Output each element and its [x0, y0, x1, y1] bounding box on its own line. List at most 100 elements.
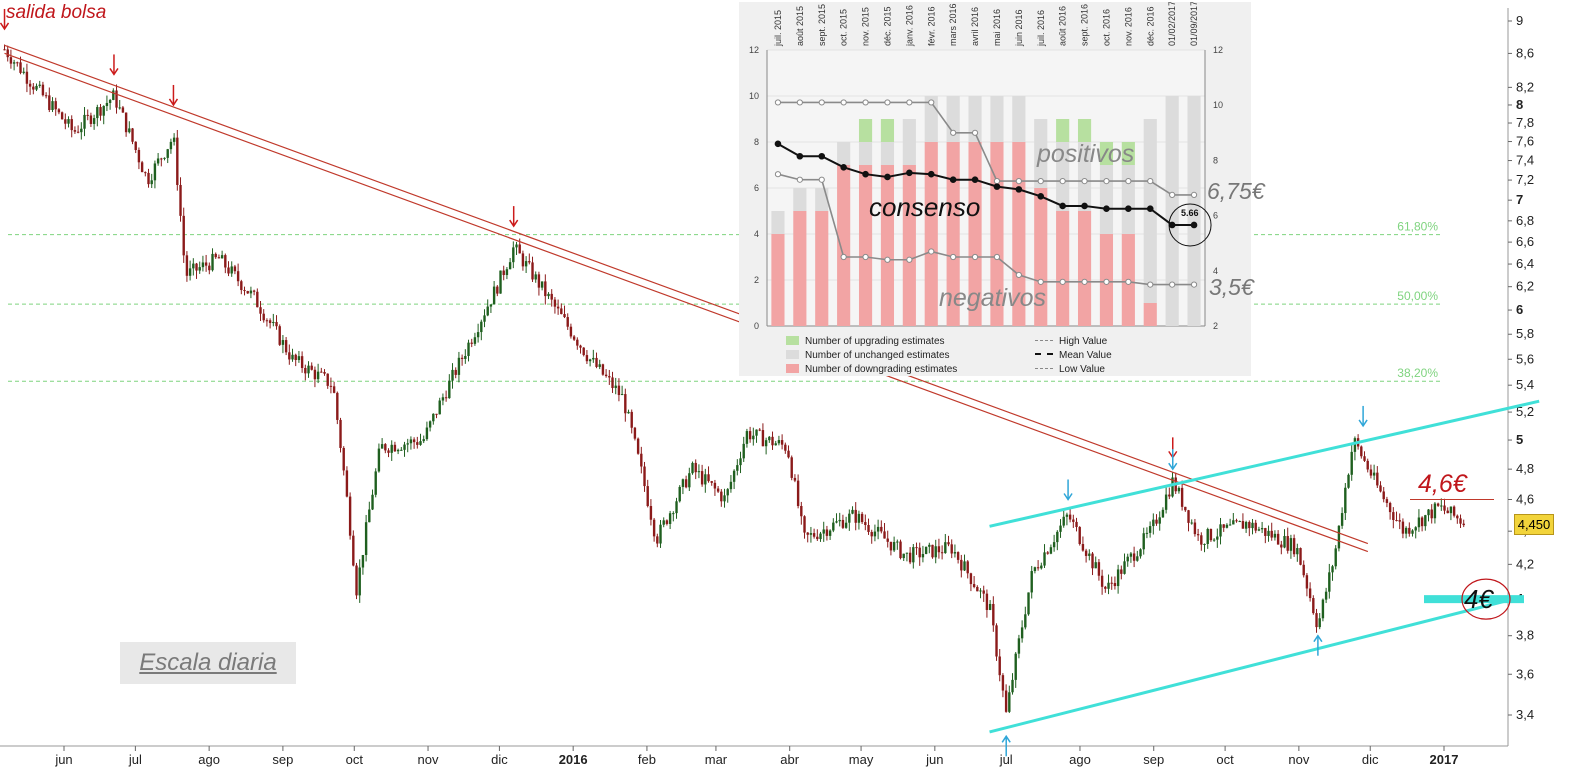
candle-body — [1024, 614, 1027, 628]
inset-category-label: mai 2016 — [992, 9, 1002, 46]
line-mean-point — [1103, 205, 1110, 212]
candle-body — [1187, 510, 1190, 523]
candle-body — [358, 567, 361, 596]
candle-body — [464, 355, 467, 359]
candle-body — [918, 547, 921, 558]
bar-downgrading — [1034, 188, 1048, 326]
candle-body — [153, 163, 157, 181]
candle-body — [1193, 522, 1197, 535]
inset-y-left-label: 10 — [749, 91, 759, 101]
candle-body — [96, 107, 99, 119]
candle-body — [876, 526, 880, 532]
candle-body — [188, 268, 192, 276]
line-high-point — [1125, 178, 1132, 185]
candle-body — [1084, 550, 1088, 556]
candle-body — [896, 541, 899, 543]
candle-body — [1382, 491, 1385, 500]
line-mean-point — [1059, 202, 1066, 210]
line-high-point — [796, 99, 803, 106]
candle-body — [38, 84, 41, 86]
candle-body — [960, 559, 963, 571]
bar-downgrading — [793, 211, 807, 326]
bar-unchanged — [837, 142, 851, 165]
legend-mean-marker — [1035, 353, 1053, 355]
candle-body — [812, 533, 816, 537]
candle-body — [560, 308, 563, 315]
bar-upgrading — [1099, 142, 1114, 165]
line-high-point — [884, 99, 891, 106]
candle-body — [1443, 505, 1446, 511]
line-high-point — [1147, 178, 1154, 185]
candle-body — [1065, 514, 1069, 517]
candle-body — [915, 547, 918, 549]
candle-body — [732, 470, 736, 482]
candle-body — [1344, 487, 1347, 514]
consenso-label: consenso — [869, 192, 981, 222]
candle-body — [1116, 569, 1120, 587]
candle-body — [492, 286, 496, 305]
line-low-point — [796, 176, 803, 183]
candle-body — [441, 397, 445, 401]
candle-body — [784, 444, 787, 451]
candle-body — [144, 172, 147, 174]
bar-upgrading — [1077, 119, 1092, 142]
candle-body — [1238, 521, 1241, 523]
candle-body — [198, 267, 201, 271]
arrow-red-head — [509, 219, 519, 228]
candle-body — [240, 281, 243, 291]
candle-body — [1008, 692, 1011, 712]
candle-body — [211, 253, 214, 271]
legend-upgrade: Number of upgrading estimates — [805, 336, 945, 347]
candle-body — [83, 114, 86, 129]
candle-body — [902, 553, 905, 559]
bar-downgrading — [880, 165, 895, 326]
candle-body — [937, 546, 941, 553]
candle-body — [1190, 522, 1193, 524]
candle-body — [1334, 548, 1337, 567]
candle-body — [476, 332, 480, 338]
fib-level-label: 38,20% — [1397, 366, 1438, 380]
candle-body — [921, 553, 925, 558]
candle-body — [115, 90, 118, 108]
candle-body — [1222, 524, 1225, 528]
candle-body — [70, 119, 73, 131]
candle-body — [214, 253, 217, 258]
candle-body — [486, 306, 489, 316]
bar-unchanged — [1056, 142, 1070, 211]
candle-body — [67, 119, 70, 124]
candle-body — [873, 531, 877, 537]
candle-body — [332, 386, 336, 393]
candle-body — [489, 304, 493, 307]
line-mean-point — [818, 152, 826, 160]
candle-body — [508, 262, 512, 270]
candle-body — [1302, 564, 1305, 576]
candle-body — [288, 352, 291, 360]
candle-body — [1228, 524, 1232, 526]
inset-category-label: oct. 2015 — [839, 9, 849, 46]
candle-body — [297, 356, 301, 360]
candle-body — [1340, 513, 1344, 526]
legend-swatch-downgrade — [786, 364, 799, 373]
bar-downgrading — [902, 165, 916, 326]
candle-body — [620, 394, 624, 396]
candle-body — [1456, 515, 1459, 519]
candle-body — [1161, 509, 1165, 518]
candle-body — [579, 345, 582, 348]
candle-body — [1129, 553, 1133, 557]
candle-body — [124, 112, 128, 133]
candle-body — [131, 128, 134, 142]
candle-body — [1030, 571, 1033, 593]
candle-body — [1235, 520, 1238, 522]
candle-body — [483, 315, 486, 322]
candle-body — [22, 71, 25, 73]
candle-body — [1139, 549, 1142, 557]
arrow-red-head — [0, 22, 10, 31]
candle-body — [512, 247, 515, 263]
candle-body — [1100, 575, 1104, 587]
candle-body — [1328, 572, 1331, 592]
candle-body — [57, 109, 61, 113]
candle-body — [544, 281, 547, 297]
line-high-point — [950, 129, 957, 136]
y-tick-label: 6,2 — [1516, 279, 1534, 294]
